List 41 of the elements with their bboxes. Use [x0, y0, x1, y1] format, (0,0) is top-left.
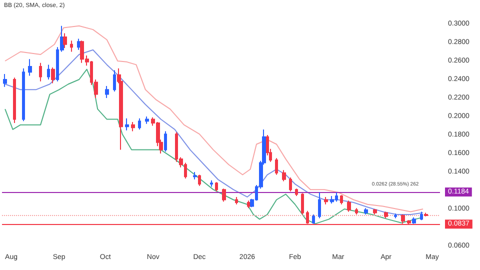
- candlestick: [210, 180, 213, 188]
- candlestick: [312, 214, 315, 224]
- candlestick: [289, 177, 292, 192]
- candlestick: [51, 66, 55, 84]
- candlestick: [28, 58, 32, 76]
- candlestick: [384, 211, 388, 219]
- candlestick: [131, 122, 135, 132]
- candlestick: [215, 182, 218, 192]
- candlestick: [22, 68, 25, 122]
- candlestick: [355, 208, 358, 216]
- candlestick: [222, 188, 226, 202]
- candlestick: [138, 118, 141, 130]
- candlestick: [198, 174, 201, 186]
- candlestick: [113, 70, 116, 92]
- candlestick: [39, 62, 42, 82]
- candlestick: [145, 116, 149, 124]
- candlestick: [340, 194, 343, 205]
- candlestick: [424, 212, 428, 217]
- candlestick: [63, 32, 67, 49]
- candlestick: [275, 158, 278, 176]
- candlestick: [318, 192, 321, 219]
- candlestick: [235, 196, 238, 205]
- candlestick: [373, 208, 377, 216]
- candlestick: [13, 77, 16, 124]
- candlestick: [295, 188, 298, 197]
- candlestick: [412, 216, 416, 224]
- candlestick: [3, 73, 7, 88]
- candlestick: [193, 172, 197, 180]
- candlestick: [125, 118, 129, 131]
- candlestick: [347, 200, 351, 212]
- candlestick: [364, 208, 368, 216]
- candlestick: [420, 211, 423, 221]
- candlestick: [70, 40, 73, 52]
- candlestick: [324, 196, 328, 205]
- candlestick: [394, 213, 397, 219]
- candlestick: [47, 64, 50, 80]
- candlestick: [164, 130, 167, 152]
- candlestick: [301, 192, 304, 216]
- candlestick: [282, 170, 286, 182]
- candlestick: [105, 85, 109, 98]
- candlestick: [330, 196, 334, 204]
